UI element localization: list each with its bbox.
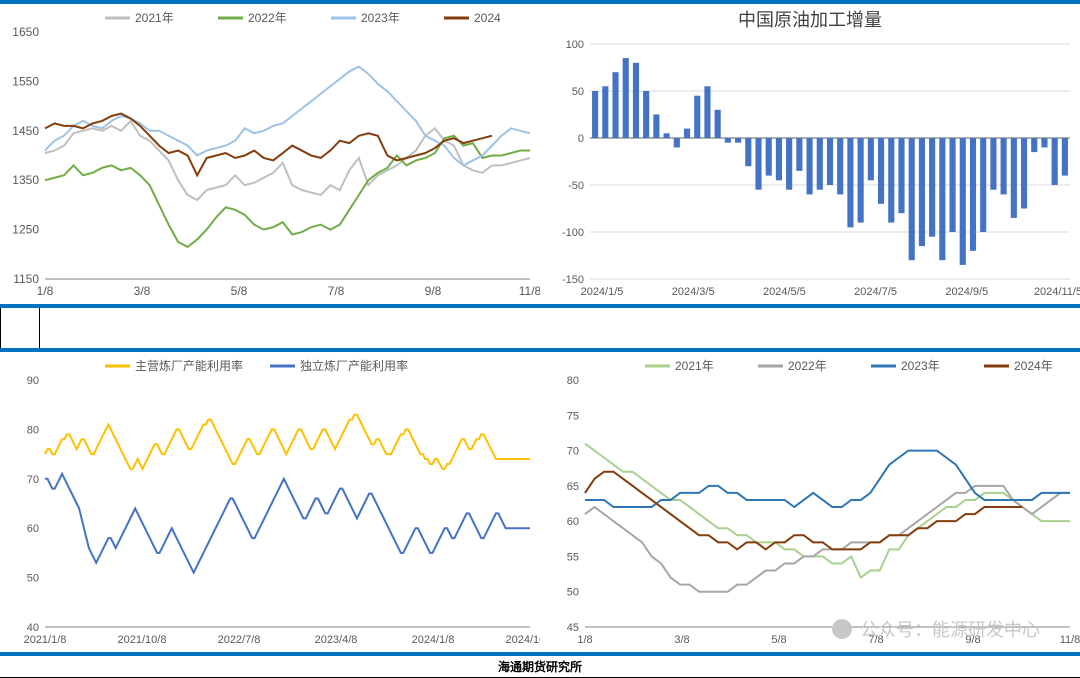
svg-text:5/8: 5/8 xyxy=(231,284,248,298)
svg-text:7/8: 7/8 xyxy=(868,634,883,646)
svg-text:2022年: 2022年 xyxy=(248,11,287,25)
svg-text:3/8: 3/8 xyxy=(134,284,151,298)
panel-utilization-annual: 公众号：能源研发中心 45505560657075801/83/85/87/89… xyxy=(540,352,1080,652)
svg-text:75: 75 xyxy=(567,410,579,422)
svg-text:1650: 1650 xyxy=(12,25,39,39)
svg-text:2024/3/5: 2024/3/5 xyxy=(672,286,715,298)
svg-text:2024/5/5: 2024/5/5 xyxy=(763,286,806,298)
svg-text:50: 50 xyxy=(567,587,579,599)
svg-text:2021年: 2021年 xyxy=(135,11,174,25)
svg-text:2023年: 2023年 xyxy=(361,11,400,25)
svg-text:2024/10/8: 2024/10/8 xyxy=(506,634,540,646)
svg-text:9/8: 9/8 xyxy=(965,634,980,646)
svg-text:2024/1/5: 2024/1/5 xyxy=(581,286,624,298)
svg-text:45: 45 xyxy=(567,622,579,634)
svg-text:2021/1/8: 2021/1/8 xyxy=(24,634,67,646)
svg-text:60: 60 xyxy=(567,516,579,528)
panel-crude-processing-annual: 1150 1250 1350 1450 1550 1650 1/8 3/8 5/8 7/8 9/8 1… xyxy=(0,4,540,304)
svg-text:中国原油加工增量: 中国原油加工增量 xyxy=(738,10,882,30)
svg-text:11/8: 11/8 xyxy=(1060,634,1080,646)
svg-text:1150: 1150 xyxy=(13,272,39,286)
source-label: 海通期货研究所 xyxy=(0,656,1080,678)
svg-text:70: 70 xyxy=(567,446,579,458)
svg-text:80: 80 xyxy=(27,424,39,436)
svg-text:70: 70 xyxy=(27,474,39,486)
panel-refinery-utilization: 40 50 60 70 80 90 2021/1/8 2021/10/8 2022/7/8 202… xyxy=(0,352,540,652)
svg-text:2024/7/5: 2024/7/5 xyxy=(854,286,897,298)
svg-text:2024/9/5: 2024/9/5 xyxy=(945,286,988,298)
svg-text:-100: -100 xyxy=(562,227,584,239)
svg-text:主营炼厂产能利用率: 主营炼厂产能利用率 xyxy=(135,358,243,373)
svg-text:2023年: 2023年 xyxy=(901,359,940,373)
svg-text:2024: 2024 xyxy=(474,11,501,25)
panel-crude-processing-delta: 中国原油加工增量 -150 -100 -50 0 50 100 2024/1/5 2024/3/… xyxy=(540,4,1080,304)
svg-text:65: 65 xyxy=(567,481,579,493)
svg-text:2021/10/8: 2021/10/8 xyxy=(118,634,167,646)
svg-text:40: 40 xyxy=(27,622,39,634)
svg-text:1450: 1450 xyxy=(12,124,39,138)
svg-text:1/8: 1/8 xyxy=(37,284,54,298)
svg-text:60: 60 xyxy=(27,523,39,535)
svg-text:独立炼厂产能利用率: 独立炼厂产能利用率 xyxy=(300,358,408,373)
svg-text:-150: -150 xyxy=(562,274,584,286)
svg-text:80: 80 xyxy=(567,375,579,387)
svg-text:2021年: 2021年 xyxy=(675,359,714,373)
svg-text:2024/11/5: 2024/11/5 xyxy=(1034,286,1080,298)
svg-text:11/8: 11/8 xyxy=(519,284,540,298)
svg-text:9/8: 9/8 xyxy=(425,284,442,298)
top-row: 1150 1250 1350 1450 1550 1650 1/8 3/8 5/8 7/8 9/8 1… xyxy=(0,0,1080,308)
svg-text:2022/7/8: 2022/7/8 xyxy=(218,634,261,646)
svg-text:55: 55 xyxy=(567,551,579,563)
svg-text:50: 50 xyxy=(572,86,584,98)
svg-text:1550: 1550 xyxy=(12,74,39,88)
svg-text:2022年: 2022年 xyxy=(788,359,827,373)
svg-text:3/8: 3/8 xyxy=(674,634,689,646)
svg-text:7/8: 7/8 xyxy=(328,284,345,298)
bottom-row: 40 50 60 70 80 90 2021/1/8 2021/10/8 2022/7/8 202… xyxy=(0,348,1080,656)
svg-text:2024年: 2024年 xyxy=(1014,359,1053,373)
svg-text:90: 90 xyxy=(27,375,39,387)
svg-text:-50: -50 xyxy=(568,180,584,192)
svg-text:1250: 1250 xyxy=(12,223,39,237)
dashboard: 1150 1250 1350 1450 1550 1650 1/8 3/8 5/8 7/8 9/8 1… xyxy=(0,0,1080,678)
row-separator xyxy=(0,308,40,348)
svg-text:100: 100 xyxy=(566,39,584,51)
svg-text:2024/1/8: 2024/1/8 xyxy=(412,634,455,646)
svg-text:2023/4/8: 2023/4/8 xyxy=(315,634,358,646)
svg-text:1/8: 1/8 xyxy=(577,634,592,646)
svg-text:0: 0 xyxy=(578,133,584,145)
svg-text:5/8: 5/8 xyxy=(771,634,786,646)
svg-text:50: 50 xyxy=(27,573,39,585)
svg-text:1350: 1350 xyxy=(12,173,39,187)
